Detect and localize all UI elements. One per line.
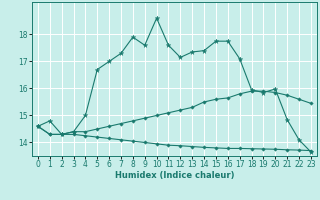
X-axis label: Humidex (Indice chaleur): Humidex (Indice chaleur) xyxy=(115,171,234,180)
